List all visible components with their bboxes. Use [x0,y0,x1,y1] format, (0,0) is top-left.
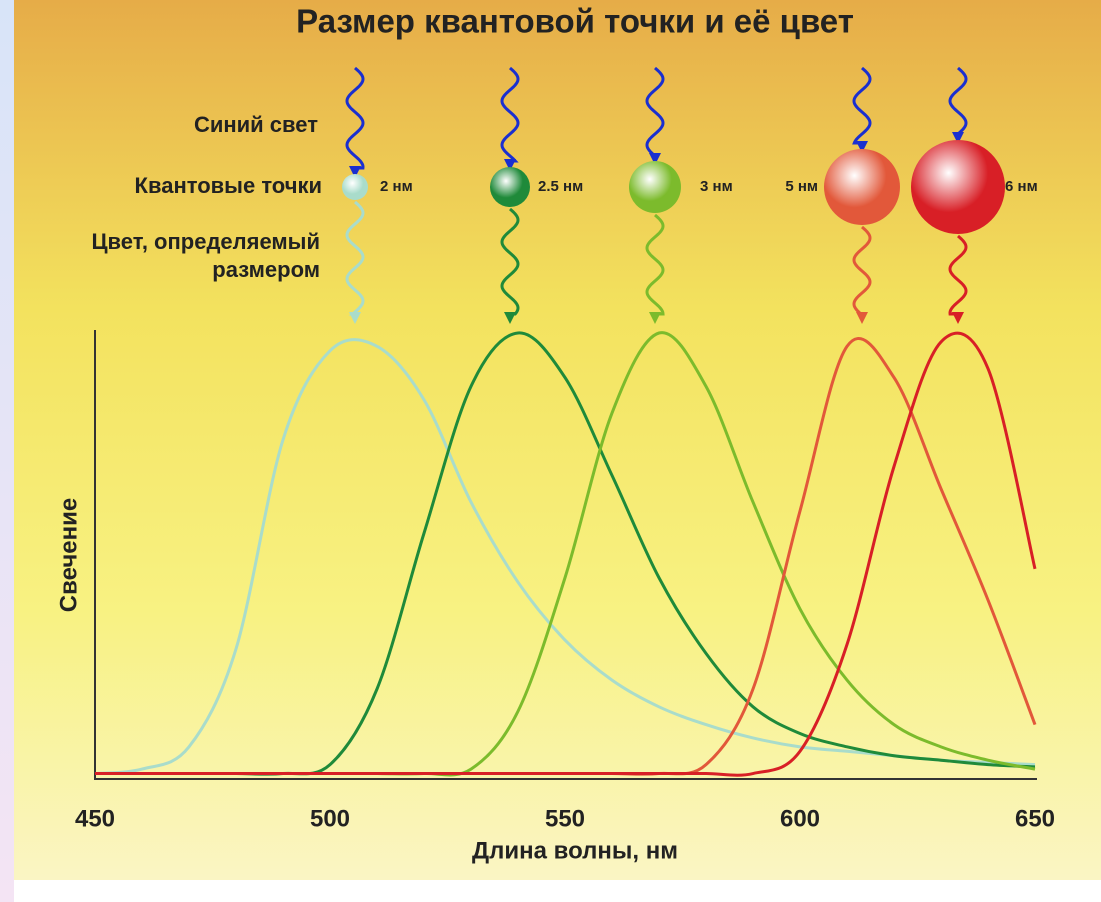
chart-title: Размер квантовой точки и её цвет [296,3,854,40]
quantum-dot [824,149,900,225]
x-axis-label: Длина волны, нм [472,837,678,864]
side-strip [0,0,14,902]
x-tick-label: 600 [780,805,820,832]
background [14,0,1101,880]
quantum-dot [911,140,1005,234]
row-label: Синий свет [194,112,318,137]
page: Размер квантовой точки и её цвет Синий с… [0,0,1101,902]
quantum-dot [490,167,530,207]
x-tick-label: 550 [545,805,585,832]
quantum-dot [342,174,368,200]
chart: Размер квантовой точки и её цвет Синий с… [0,0,1101,902]
dot-size-label: 2 нм [380,178,413,195]
row-label: Квантовые точки [135,173,322,198]
y-axis-label: Свечение [55,498,82,612]
x-tick-label: 650 [1015,805,1055,832]
row-label: Цвет, определяемый размером [20,228,320,284]
dot-size-label: 6 нм [1005,178,1038,195]
x-tick-label: 450 [75,805,115,832]
quantum-dot [629,161,681,213]
dot-size-label: 2.5 нм [538,178,583,195]
dot-size-label: 3 нм [700,178,733,195]
dot-size-label: 5 нм [785,178,818,195]
x-tick-label: 500 [310,805,350,832]
